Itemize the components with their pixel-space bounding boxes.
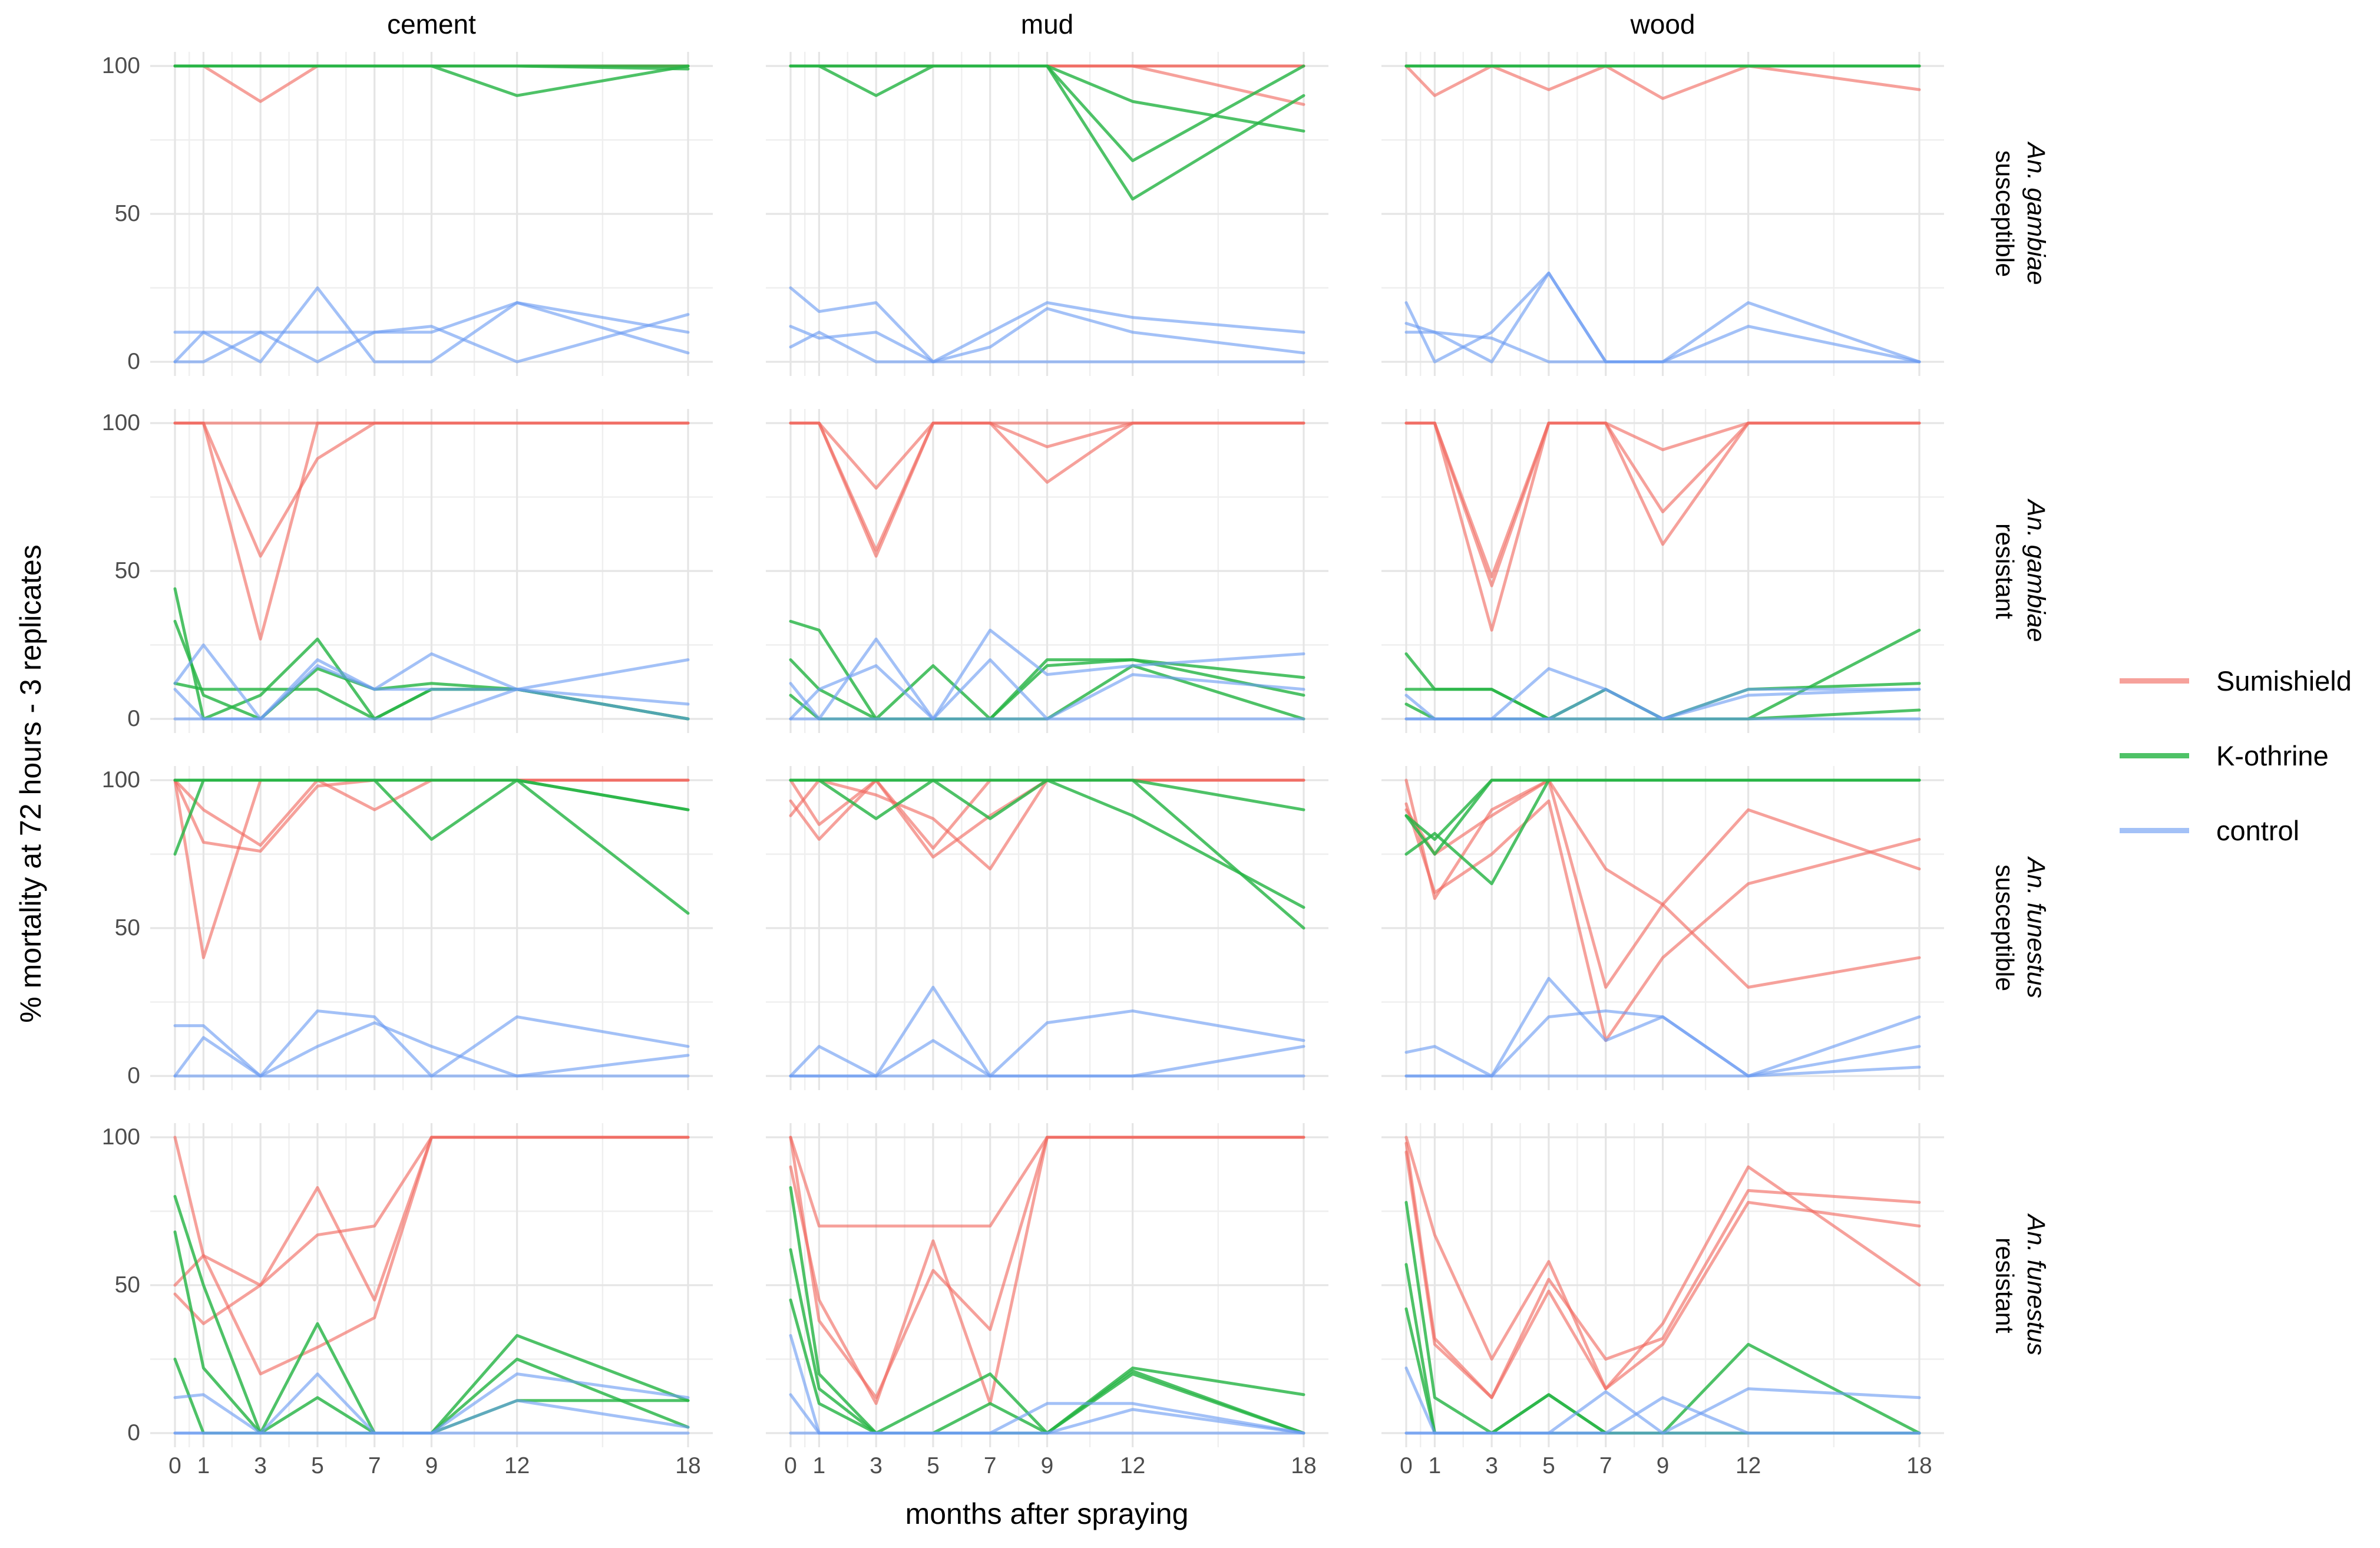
legend-key-kothrine-line bbox=[2120, 753, 2189, 758]
y-tick-label: 100 bbox=[101, 53, 140, 78]
y-tick-label: 100 bbox=[101, 410, 140, 435]
x-tick-label: 12 bbox=[1119, 1453, 1146, 1478]
facet-row-strip-funestus-susceptible: An. funestus susceptible bbox=[1957, 766, 2051, 1090]
x-tick-label: 9 bbox=[1040, 1453, 1054, 1478]
x-tick-label: 18 bbox=[1906, 1453, 1932, 1478]
x-tick-label: 7 bbox=[368, 1453, 381, 1478]
strip-status-label: resistant bbox=[1990, 523, 2019, 619]
panel-gambiae-resistant-cement bbox=[150, 409, 713, 733]
y-tick-label: 0 bbox=[127, 1063, 140, 1088]
y-tick-label: 100 bbox=[101, 1124, 140, 1150]
x-tick-label: 5 bbox=[311, 1453, 324, 1478]
panel-funestus-susceptible-cement bbox=[150, 766, 713, 1090]
x-tick-label: 1 bbox=[1428, 1453, 1442, 1478]
x-axis-ticks-wood: 0 1 3 5 7 9 12 18 bbox=[1381, 1453, 1944, 1484]
legend: Sumishield K-othrine control bbox=[2120, 665, 2373, 889]
strip-status-label: resistant bbox=[1990, 1237, 2019, 1334]
panel-funestus-resistant-cement bbox=[150, 1123, 713, 1447]
y-tick-label: 50 bbox=[114, 201, 140, 226]
x-axis-ticks-mud: 0 1 3 5 7 9 12 18 bbox=[766, 1453, 1328, 1484]
y-axis-title: % mortality at 72 hours - 3 replicates bbox=[14, 544, 47, 1023]
strip-species-label: An. funestus bbox=[2022, 1214, 2050, 1356]
legend-item-sumishield: Sumishield bbox=[2120, 665, 2373, 697]
x-tick-label: 18 bbox=[675, 1453, 701, 1478]
panel-funestus-resistant-mud bbox=[766, 1123, 1328, 1447]
y-tick-label: 50 bbox=[114, 558, 140, 583]
y-tick-label: 0 bbox=[127, 706, 140, 731]
x-tick-label: 12 bbox=[1735, 1453, 1761, 1478]
x-tick-label: 7 bbox=[983, 1453, 997, 1478]
x-tick-label: 0 bbox=[168, 1453, 181, 1478]
legend-key-control-line bbox=[2120, 828, 2189, 833]
y-tick-label: 100 bbox=[101, 767, 140, 793]
x-tick-label: 12 bbox=[504, 1453, 530, 1478]
facet-row-strip-gambiae-resistant: An. gambiae resistant bbox=[1957, 409, 2051, 733]
panel-funestus-resistant-wood bbox=[1381, 1123, 1944, 1447]
strip-status-label: susceptible bbox=[1990, 150, 2019, 278]
x-tick-label: 0 bbox=[1400, 1453, 1413, 1478]
legend-item-control: control bbox=[2120, 814, 2373, 847]
legend-key-sumishield-line bbox=[2120, 678, 2189, 684]
x-tick-label: 9 bbox=[1656, 1453, 1670, 1478]
panel-gambiae-susceptible-wood bbox=[1381, 52, 1944, 376]
facet-col-title-cement: cement bbox=[387, 9, 476, 39]
y-tick-label: 50 bbox=[114, 915, 140, 940]
strip-species-label: An. gambiae bbox=[2022, 143, 2050, 285]
x-axis-ticks-cement: 0 1 3 5 7 9 12 18 bbox=[150, 1453, 713, 1484]
x-tick-label: 0 bbox=[784, 1453, 797, 1478]
x-tick-label: 5 bbox=[927, 1453, 940, 1478]
x-tick-label: 3 bbox=[254, 1453, 267, 1478]
panel-gambiae-resistant-mud bbox=[766, 409, 1328, 733]
facet-col-title-wood: wood bbox=[1630, 9, 1695, 39]
x-tick-label: 7 bbox=[1599, 1453, 1612, 1478]
strip-species-label: An. gambiae bbox=[2022, 500, 2050, 642]
panel-funestus-susceptible-mud bbox=[766, 766, 1328, 1090]
y-tick-label: 0 bbox=[127, 1420, 140, 1445]
y-tick-label: 50 bbox=[114, 1272, 140, 1298]
facet-row-strip-funestus-resistant: An. funestus resistant bbox=[1957, 1123, 2051, 1447]
x-tick-label: 1 bbox=[812, 1453, 826, 1478]
legend-item-kothrine: K-othrine bbox=[2120, 740, 2373, 772]
x-tick-label: 3 bbox=[1485, 1453, 1499, 1478]
y-axis-ticks-row3: 100 50 0 bbox=[71, 766, 140, 1090]
y-axis-ticks-row4: 100 50 0 bbox=[71, 1123, 140, 1447]
panel-gambiae-susceptible-cement bbox=[150, 52, 713, 376]
facet-col-title-mud: mud bbox=[1020, 9, 1074, 39]
x-axis-title: months after spraying bbox=[905, 1497, 1189, 1530]
strip-status-label: susceptible bbox=[1990, 864, 2019, 992]
x-tick-label: 1 bbox=[197, 1453, 210, 1478]
y-tick-label: 0 bbox=[127, 349, 140, 374]
y-axis-ticks-row2: 100 50 0 bbox=[71, 409, 140, 733]
legend-label-sumishield: Sumishield bbox=[2216, 665, 2352, 697]
panel-gambiae-susceptible-mud bbox=[766, 52, 1328, 376]
y-axis-ticks-row1: 100 50 0 bbox=[71, 52, 140, 376]
x-tick-label: 9 bbox=[425, 1453, 438, 1478]
strip-species-label: An. funestus bbox=[2022, 857, 2050, 999]
facet-row-strip-gambiae-susceptible: An. gambiae susceptible bbox=[1957, 52, 2051, 376]
x-tick-label: 3 bbox=[870, 1453, 883, 1478]
x-tick-label: 18 bbox=[1291, 1453, 1317, 1478]
x-tick-label: 5 bbox=[1542, 1453, 1555, 1478]
legend-label-kothrine: K-othrine bbox=[2216, 740, 2329, 771]
legend-label-control: control bbox=[2216, 815, 2300, 846]
panel-funestus-susceptible-wood bbox=[1381, 766, 1944, 1090]
panel-gambiae-resistant-wood bbox=[1381, 409, 1944, 733]
